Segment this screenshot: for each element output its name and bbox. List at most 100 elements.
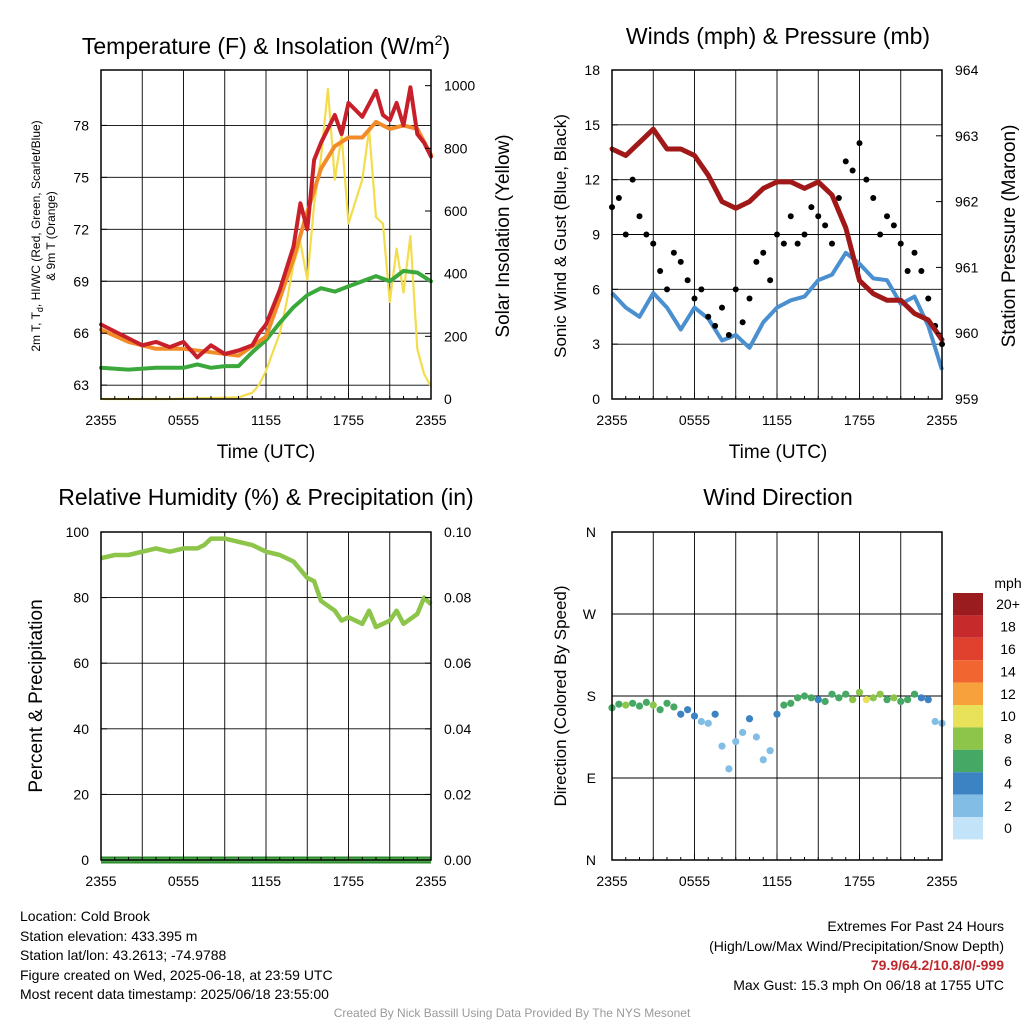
direction-title: Wind Direction: [703, 484, 853, 510]
winds-title: Winds (mph) & Pressure (mb): [626, 23, 930, 49]
colorbar-swatch: [953, 593, 983, 616]
colorbar-label: 20+: [996, 596, 1020, 612]
y-tick-label: 9: [592, 227, 600, 243]
credit-text: Created By Nick Bassill Using Data Provi…: [333, 1006, 691, 1020]
direction-point: [780, 701, 788, 709]
gust-point: [835, 194, 842, 201]
gust-point: [911, 249, 918, 256]
y-tick-label: 63: [73, 377, 89, 393]
gust-point: [650, 240, 657, 247]
direction-tick-label: W: [583, 606, 597, 622]
direction-point: [855, 688, 864, 696]
direction-point: [787, 699, 795, 707]
temperature-ylabel-line1: 2m T, Td, HI/WC (Red, Green, Scarlet/Blu…: [29, 120, 45, 351]
y-tick-label: 75: [73, 169, 89, 185]
temperature-ticks: 2355 0555 1155 1755 2355 63 66 69 72 75 78 0 200 400 6…: [73, 78, 475, 428]
y2-tick-label: 964: [955, 62, 979, 78]
direction-point: [615, 700, 623, 708]
y-tick-label: 12: [584, 172, 600, 188]
y2-tick-label: 0.04: [444, 721, 471, 737]
temperature-ylabel-line2: & 9m T (Orange): [44, 191, 58, 281]
colorbar-label: 16: [1000, 641, 1016, 657]
humidity-grid: [101, 532, 431, 860]
gust-point: [746, 295, 753, 302]
gust-point: [918, 268, 925, 275]
gust-point: [622, 231, 629, 238]
winds-ylabel: Sonic Wind & Gust (Blue, Black): [551, 114, 570, 358]
station-info: Location: Cold Brook Station elevation: …: [20, 907, 333, 1005]
direction-point: [890, 694, 898, 702]
y-tick-label: 78: [73, 117, 89, 133]
colorbar-swatch: [953, 660, 983, 683]
gust-point: [877, 231, 884, 238]
x-tick-label: 1155: [251, 873, 281, 889]
direction-point: [704, 719, 712, 727]
gust-point: [808, 204, 815, 211]
x-tick-label: 1155: [251, 412, 281, 428]
humidity-panel: Relative Humidity (%) & Precipitation (i…: [26, 484, 474, 889]
latlon-text: Station lat/lon: 43.2613; -74.9788: [20, 947, 227, 963]
direction-point: [924, 696, 932, 704]
gust-point: [856, 140, 863, 147]
direction-point: [725, 765, 733, 773]
gust-point: [753, 258, 760, 265]
direction-point: [677, 710, 685, 718]
gust-point: [780, 240, 787, 247]
gust-point: [677, 258, 684, 265]
gust-point: [794, 240, 801, 247]
gust-point: [815, 213, 822, 220]
y-tick-label: 0: [81, 852, 89, 868]
direction-point: [732, 737, 740, 746]
colorbar-label: 4: [1004, 775, 1012, 791]
y-tick-label: 6: [592, 281, 600, 297]
colorbar-label: 2: [1004, 798, 1012, 814]
colorbar-label: 12: [1000, 686, 1016, 702]
gust-point: [691, 295, 698, 302]
y-tick-label: 80: [73, 590, 89, 606]
gust-point: [829, 240, 835, 247]
series-line-relative-humidity: [100, 536, 433, 630]
y-tick-label: 100: [66, 524, 90, 540]
x-tick-label: 0555: [679, 873, 710, 889]
winds-frame: [611, 69, 943, 400]
gust-point: [712, 322, 719, 329]
direction-point: [663, 699, 671, 707]
created-text: Figure created on Wed, 2025-06-18, at 23…: [20, 966, 333, 983]
direction-point: [766, 747, 774, 755]
direction-point: [622, 701, 630, 709]
direction-point: [745, 715, 754, 723]
colorbar-label: 6: [1004, 753, 1012, 769]
temperature-grid: [101, 70, 431, 399]
gust-point: [787, 213, 794, 220]
colorbar-swatch: [953, 727, 983, 750]
direction-point: [794, 694, 802, 702]
gust-point: [774, 231, 780, 238]
gust-point: [801, 231, 808, 238]
direction-point: [869, 694, 877, 702]
gust-point: [664, 286, 670, 293]
humidity-ylabel: Percent & Precipitation: [26, 599, 47, 792]
y2-tick-label: 961: [955, 259, 979, 275]
direction-point: [800, 692, 809, 700]
gust-point: [705, 313, 712, 320]
y-tick-label: 60: [73, 655, 89, 671]
colorbar-swatch: [953, 772, 983, 795]
x-tick-label: 1755: [333, 412, 364, 428]
x-tick-label: 0555: [168, 873, 199, 889]
series-line-td: [99, 268, 433, 372]
gust-point: [849, 167, 856, 174]
y-tick-label: 69: [73, 273, 89, 289]
y2-tick-label: 0: [444, 391, 452, 407]
colorbar-label: 0: [1004, 820, 1012, 836]
direction-frame: [611, 531, 943, 861]
direction-point: [690, 712, 699, 720]
direction-point: [828, 690, 836, 698]
series-line-solar-insolation: [99, 87, 433, 401]
recent-data-text: Most recent data timestamp: 2025/06/18 2…: [20, 986, 329, 1002]
winds-ticks: 2355 0555 1155 1755 2355 0 3 6 9 12 15 18 959 960 961 9…: [584, 62, 978, 428]
y2-tick-label: 800: [444, 140, 468, 156]
direction-point: [642, 698, 650, 706]
colorbar-swatch: [953, 615, 983, 638]
